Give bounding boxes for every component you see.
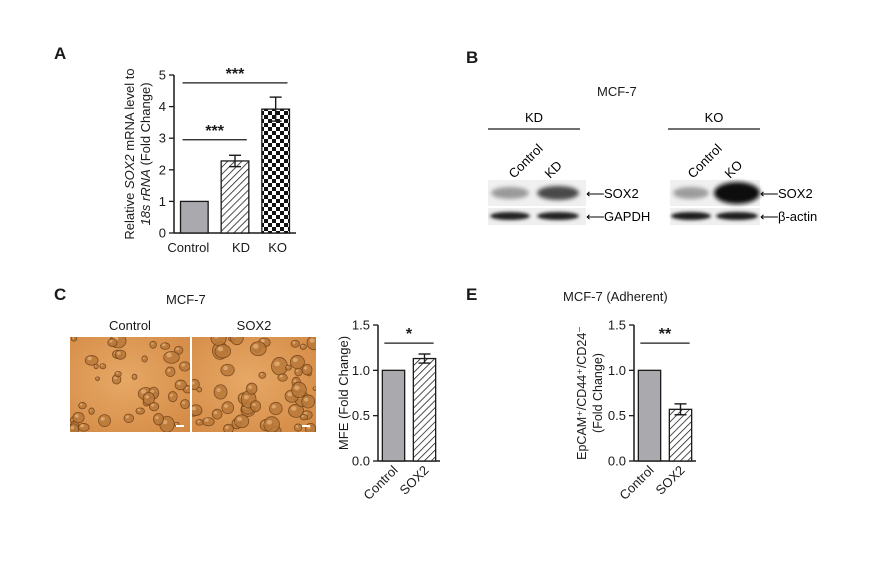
band-sox2-kd [537, 186, 579, 200]
y-axis-label-line2: (Fold Change) [591, 353, 605, 433]
y-tick-label: 3 [159, 131, 166, 146]
band-label-actin: β-actin [778, 209, 817, 224]
band-actin-ko [716, 212, 758, 220]
y-tick-label: 0.0 [352, 454, 370, 469]
panel-e-title: MCF-7 (Adherent) [563, 289, 668, 304]
y-tick-label: 1.5 [352, 318, 370, 333]
group-label-kd: KD [525, 110, 543, 125]
y-tick-label: 0.0 [608, 454, 626, 469]
chart-a: 0 1 2 3 4 5 Control KD KO *** *** Relative SOX2 mRN… [122, 66, 296, 255]
y-axis-label-line1: EpCAM⁺/CD44⁺/CD24⁻ [575, 326, 589, 460]
x-tick-label: SOX2 [396, 463, 431, 498]
panel-c-title: MCF-7 [166, 292, 206, 307]
y-tick-label: 1 [159, 194, 166, 209]
band-sox2-control-kd [491, 187, 529, 199]
band-label-sox2-ko: SOX2 [778, 186, 813, 201]
lane-label-ko: KO [722, 157, 746, 181]
x-tick-label: SOX2 [652, 463, 687, 498]
significance-label: ** [659, 326, 672, 343]
lane-label-control-kd: Control [506, 141, 546, 181]
micro-label-control: Control [109, 318, 151, 333]
micrograph-control [70, 337, 190, 432]
band-actin-control [671, 212, 711, 220]
band-gapdh-control [490, 212, 530, 220]
band-sox2-ko [714, 182, 760, 204]
panel-b-title: MCF-7 [597, 84, 637, 99]
bar-control [381, 369, 406, 462]
western-blot: KD KO Control KD Control KO ⟵ SOX2 ⟵ GAP… [488, 110, 817, 225]
y-axis-label-part: Relative [122, 189, 137, 240]
chart-e: 0.00.51.01.5ControlSOX2**EpCAM⁺/CD44⁺/CD… [575, 318, 696, 503]
panel-label-b: B [466, 48, 479, 67]
panel-label-c: C [54, 285, 67, 304]
y-tick-label: 2 [159, 162, 166, 177]
bar-sox2 [668, 408, 693, 462]
y-tick-label: 0.5 [352, 408, 370, 423]
y-axis-label: MFE (Fold Change) [336, 336, 351, 450]
y-axis-label-part: mRNA level to [122, 68, 137, 154]
significance-label: *** [205, 123, 224, 140]
band-arrow-gapdh: ⟵ [586, 209, 605, 224]
significance-label: *** [226, 66, 245, 83]
y-axis-label-line2: 18s rRNA (Fold Change) [138, 82, 153, 225]
micro-label-sox2: SOX2 [236, 318, 272, 333]
band-label-sox2-kd: SOX2 [604, 186, 639, 201]
band-arrow-sox2-kd: ⟵ [586, 186, 605, 201]
x-tick-label: Control [167, 240, 209, 255]
x-tick-label: KO [268, 240, 287, 255]
band-arrow-actin: ⟵ [760, 209, 779, 224]
y-tick-label: 1.0 [608, 363, 626, 378]
bar-kd [220, 160, 250, 234]
y-axis-label-part: 18s rRNA [138, 169, 153, 225]
bar-sox2 [412, 357, 437, 462]
bar-control [179, 200, 209, 234]
y-tick-label: 1.0 [352, 363, 370, 378]
band-arrow-sox2-ko: ⟵ [760, 186, 779, 201]
lane-label-control-ko: Control [685, 141, 725, 181]
panel-label-e: E [466, 285, 478, 304]
band-sox2-control-ko [673, 187, 709, 199]
y-axis-label-part: SOX2 [122, 154, 137, 189]
panel-label-a: A [54, 44, 67, 63]
micrograph-sox2 [192, 337, 316, 432]
group-label-ko: KO [705, 110, 724, 125]
bar-ko [261, 108, 291, 234]
lane-label-kd: KD [542, 158, 565, 181]
y-axis-label-line1: Relative SOX2 mRNA level to [122, 68, 137, 239]
y-tick-label: 0 [159, 226, 166, 241]
band-label-gapdh: GAPDH [604, 209, 650, 224]
band-gapdh-kd [537, 212, 579, 220]
x-tick-label: KD [232, 240, 250, 255]
y-axis-label-part: (Fold Change) [138, 82, 153, 169]
y-tick-label: 1.5 [608, 318, 626, 333]
y-tick-label: 0.5 [608, 408, 626, 423]
significance-label: * [406, 326, 413, 343]
y-tick-label: 4 [159, 99, 166, 114]
y-tick-label: 5 [159, 68, 166, 83]
bar-control [637, 369, 662, 462]
